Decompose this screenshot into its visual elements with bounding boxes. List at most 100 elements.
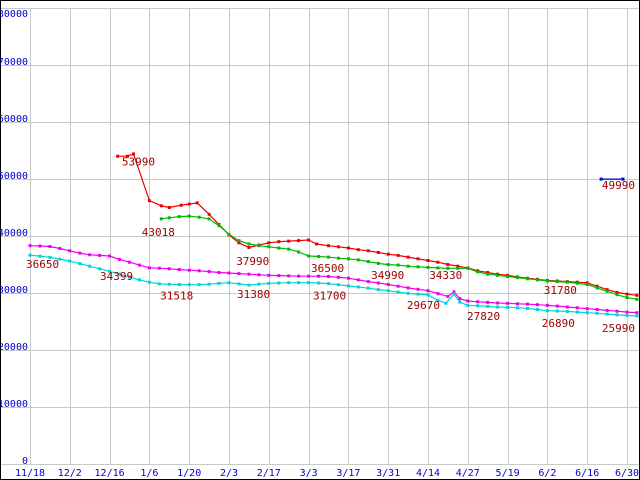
data-point-marker: [356, 258, 360, 262]
data-point-marker: [177, 268, 181, 272]
data-point-marker: [346, 284, 350, 288]
data-point-marker: [157, 266, 161, 270]
data-point-marker: [486, 300, 490, 304]
value-label: 49990: [602, 179, 635, 192]
data-point-marker: [545, 279, 549, 283]
data-point-marker: [366, 286, 370, 290]
data-point-marker: [159, 217, 163, 221]
data-point-marker: [536, 278, 539, 282]
data-point-marker: [486, 272, 490, 276]
data-point-marker: [406, 286, 410, 290]
data-point-marker: [615, 290, 619, 294]
y-tick-label: 50000: [0, 171, 28, 182]
data-point-marker: [605, 289, 609, 293]
data-point-marker: [217, 224, 221, 228]
data-point-marker: [366, 280, 370, 284]
data-point-marker: [108, 269, 112, 273]
value-label: 27820: [467, 310, 500, 323]
data-point-marker: [147, 199, 151, 203]
data-point-marker: [197, 283, 201, 287]
data-point-marker: [297, 239, 301, 243]
data-point-marker: [177, 283, 181, 286]
data-point-marker: [108, 254, 112, 258]
data-point-marker: [78, 262, 82, 266]
x-tick-label: 3/17: [336, 468, 360, 479]
data-point-marker: [277, 274, 281, 278]
data-point-marker: [545, 303, 549, 307]
y-tick-label: 40000: [0, 228, 28, 239]
data-point-marker: [621, 177, 625, 181]
data-point-marker: [595, 284, 599, 288]
value-label: 34330: [429, 269, 462, 282]
x-tick-label: 2/17: [257, 468, 281, 479]
data-point-marker: [635, 311, 639, 315]
data-point-marker: [565, 309, 569, 313]
value-label: 36650: [26, 258, 59, 271]
y-tick-label: 20000: [0, 342, 28, 353]
data-point-marker: [476, 300, 480, 304]
data-point-marker: [267, 245, 271, 249]
data-point-marker: [317, 274, 320, 278]
data-point-marker: [207, 212, 211, 216]
data-point-marker: [167, 267, 171, 271]
data-point-marker: [625, 292, 629, 296]
y-tick-label: 0: [22, 456, 28, 467]
data-point-marker: [396, 253, 400, 257]
data-point-marker: [595, 311, 599, 315]
data-point-marker: [436, 266, 440, 270]
data-point-marker: [147, 266, 151, 270]
data-point-marker: [197, 215, 201, 219]
data-point-marker: [227, 281, 231, 285]
series-blue-markers: [599, 177, 625, 181]
data-point-marker: [406, 291, 410, 295]
data-point-marker: [277, 246, 281, 250]
data-point-marker: [555, 309, 559, 313]
data-point-marker: [346, 257, 350, 261]
data-point-marker: [307, 238, 311, 242]
data-point-marker: [476, 304, 480, 308]
data-point-marker: [496, 305, 500, 309]
data-point-marker: [605, 288, 609, 292]
data-point-marker: [466, 299, 470, 303]
data-point-marker: [88, 264, 92, 268]
data-point-marker: [436, 298, 440, 302]
data-point-marker: [376, 288, 380, 292]
data-point-marker: [376, 251, 380, 254]
data-point-marker: [68, 249, 72, 253]
data-point-marker: [526, 306, 529, 310]
x-tick-label: 6/2: [538, 468, 556, 479]
data-point-marker: [585, 283, 589, 286]
x-tick-label: 4/14: [416, 468, 440, 479]
series-cyan-markers: [28, 253, 639, 318]
data-point-marker: [452, 290, 456, 294]
data-point-marker: [287, 239, 291, 243]
data-point-marker: [257, 273, 261, 277]
data-point-marker: [615, 313, 619, 317]
data-point-marker: [327, 244, 330, 248]
data-point-marker: [452, 292, 456, 296]
data-point-marker: [444, 301, 448, 305]
data-point-marker: [456, 266, 460, 270]
data-point-marker: [595, 308, 599, 311]
data-point-marker: [132, 152, 135, 156]
data-point-marker: [297, 250, 301, 254]
value-label: 53990: [122, 155, 155, 168]
data-point-marker: [466, 266, 470, 270]
data-point-marker: [267, 281, 271, 285]
data-point-marker: [575, 310, 579, 314]
data-point-marker: [157, 282, 161, 286]
data-point-marker: [599, 177, 603, 181]
data-point-marker: [118, 257, 121, 261]
data-point-marker: [98, 253, 102, 257]
data-point-marker: [327, 275, 330, 278]
data-point-marker: [506, 305, 510, 309]
data-point-marker: [327, 282, 330, 286]
data-point-marker: [126, 154, 129, 158]
data-point-marker: [635, 293, 639, 297]
data-point-marker: [416, 257, 420, 261]
data-point-marker: [336, 283, 340, 287]
data-point-marker: [68, 259, 72, 263]
data-point-marker: [625, 314, 629, 317]
data-point-marker: [277, 281, 281, 285]
